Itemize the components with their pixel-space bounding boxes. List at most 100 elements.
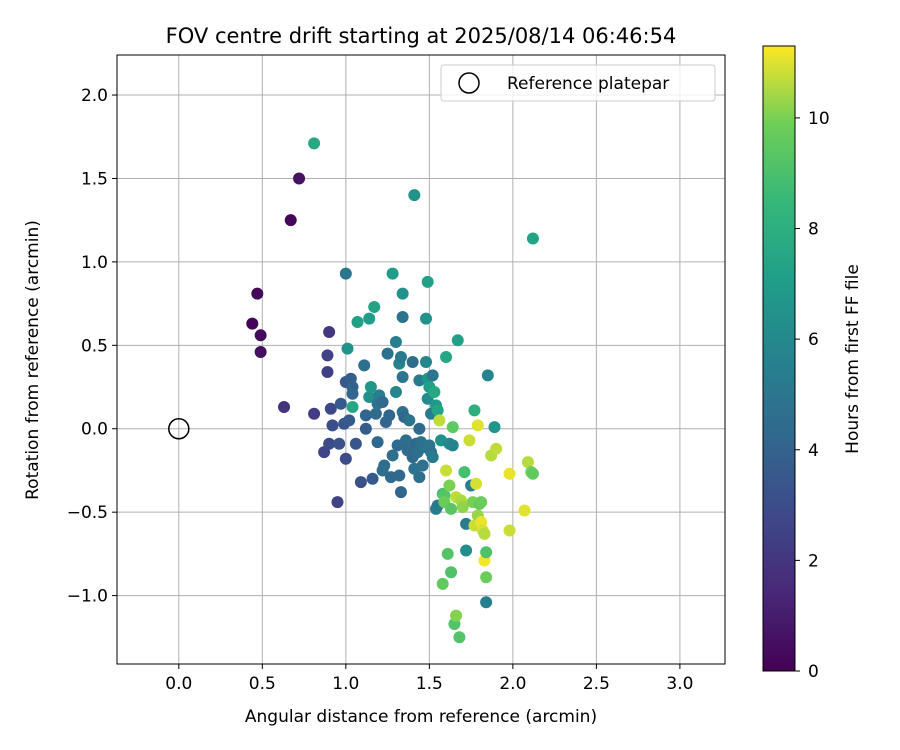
data-point	[334, 397, 347, 410]
colorbar-ticks: 0 2 4 6 8 10	[795, 109, 830, 682]
data-point	[293, 172, 306, 185]
data-point	[396, 287, 409, 300]
x-tick-label: 0.0	[165, 674, 192, 694]
data-point	[308, 137, 321, 150]
data-point	[321, 366, 334, 379]
data-point	[386, 267, 399, 280]
data-point	[481, 369, 494, 382]
colorbar-tick-label: 2	[808, 551, 819, 571]
data-point	[490, 442, 503, 455]
data-point	[480, 546, 493, 559]
y-tick-label: 1.5	[81, 169, 108, 189]
data-point	[383, 409, 396, 422]
data-point	[480, 571, 493, 584]
data-point	[351, 315, 364, 328]
data-point	[359, 422, 372, 435]
data-point	[343, 414, 356, 427]
data-point	[378, 459, 391, 472]
data-point	[358, 359, 371, 372]
legend-reference-marker	[458, 72, 480, 94]
data-point	[326, 419, 339, 432]
reference-platepar-marker	[168, 417, 190, 440]
data-point	[431, 404, 444, 417]
x-tick-label: 2.5	[583, 674, 610, 694]
data-point	[363, 391, 376, 404]
x-tick-label: 1.5	[416, 674, 443, 694]
data-point	[339, 452, 352, 465]
data-point	[399, 434, 412, 447]
data-points	[246, 137, 539, 644]
data-point	[463, 434, 476, 447]
data-point	[323, 437, 336, 450]
data-point	[526, 232, 539, 245]
data-point	[451, 334, 464, 347]
data-point	[518, 504, 531, 517]
data-point	[441, 547, 454, 560]
data-point	[458, 466, 471, 479]
data-point	[331, 496, 344, 509]
data-point	[394, 350, 407, 363]
data-point	[475, 496, 488, 509]
data-point	[364, 381, 377, 394]
colorbar-label: Hours from first FF file	[843, 264, 863, 454]
plot-frame	[116, 54, 726, 665]
data-point	[478, 527, 491, 540]
data-point	[278, 401, 291, 414]
data-point	[346, 401, 359, 414]
data-point	[339, 267, 352, 280]
data-point	[413, 422, 426, 435]
data-point	[436, 577, 449, 590]
data-point	[254, 345, 267, 358]
data-point	[363, 312, 376, 325]
x-tick-label: 0.5	[249, 674, 276, 694]
data-point	[394, 486, 407, 499]
data-point	[396, 371, 409, 384]
legend-box	[440, 64, 716, 102]
data-point	[521, 456, 534, 469]
data-point	[354, 476, 367, 489]
colorbar-tick-label: 8	[808, 220, 819, 240]
y-tick-label: 0.5	[81, 336, 108, 356]
data-point	[421, 275, 434, 288]
data-point	[389, 386, 402, 399]
data-point	[468, 404, 481, 417]
data-point	[456, 501, 469, 514]
data-point	[445, 502, 458, 515]
data-point	[446, 421, 459, 434]
colorbar-tick-label: 0	[808, 662, 819, 682]
y-tick-label: 0.0	[81, 420, 108, 440]
colorbar-gradient	[762, 45, 796, 672]
x-axis-ticks: 0.0 0.5 1.0 1.5 2.0 2.5 3.0	[165, 664, 693, 694]
y-axis-label: Rotation from reference (arcmin)	[23, 220, 43, 500]
data-point	[470, 477, 483, 490]
data-point	[346, 387, 359, 400]
data-point	[376, 396, 389, 409]
data-point	[460, 544, 473, 557]
data-point	[420, 312, 433, 325]
data-point	[381, 347, 394, 360]
data-point	[480, 596, 493, 609]
data-point	[445, 566, 458, 579]
x-tick-label: 3.0	[666, 674, 693, 694]
data-point	[416, 459, 429, 472]
colorbar: 0 2 4 6 8 10 Hours from first FF file	[762, 45, 863, 682]
data-point	[428, 386, 441, 399]
data-point	[433, 414, 446, 427]
y-tick-label: 2.0	[81, 86, 108, 106]
data-point	[341, 342, 354, 355]
data-point	[526, 467, 539, 480]
data-point	[251, 287, 264, 300]
data-point	[359, 409, 372, 422]
data-point	[246, 317, 259, 330]
data-point	[321, 349, 334, 362]
data-point	[443, 479, 456, 492]
data-point	[426, 369, 439, 382]
y-tick-label: −0.5	[67, 503, 108, 523]
data-point	[368, 300, 381, 313]
data-point	[333, 437, 346, 450]
data-point	[403, 414, 416, 427]
x-tick-label: 2.0	[499, 674, 526, 694]
data-point	[369, 407, 382, 420]
data-point	[488, 421, 501, 434]
data-point	[393, 469, 406, 482]
